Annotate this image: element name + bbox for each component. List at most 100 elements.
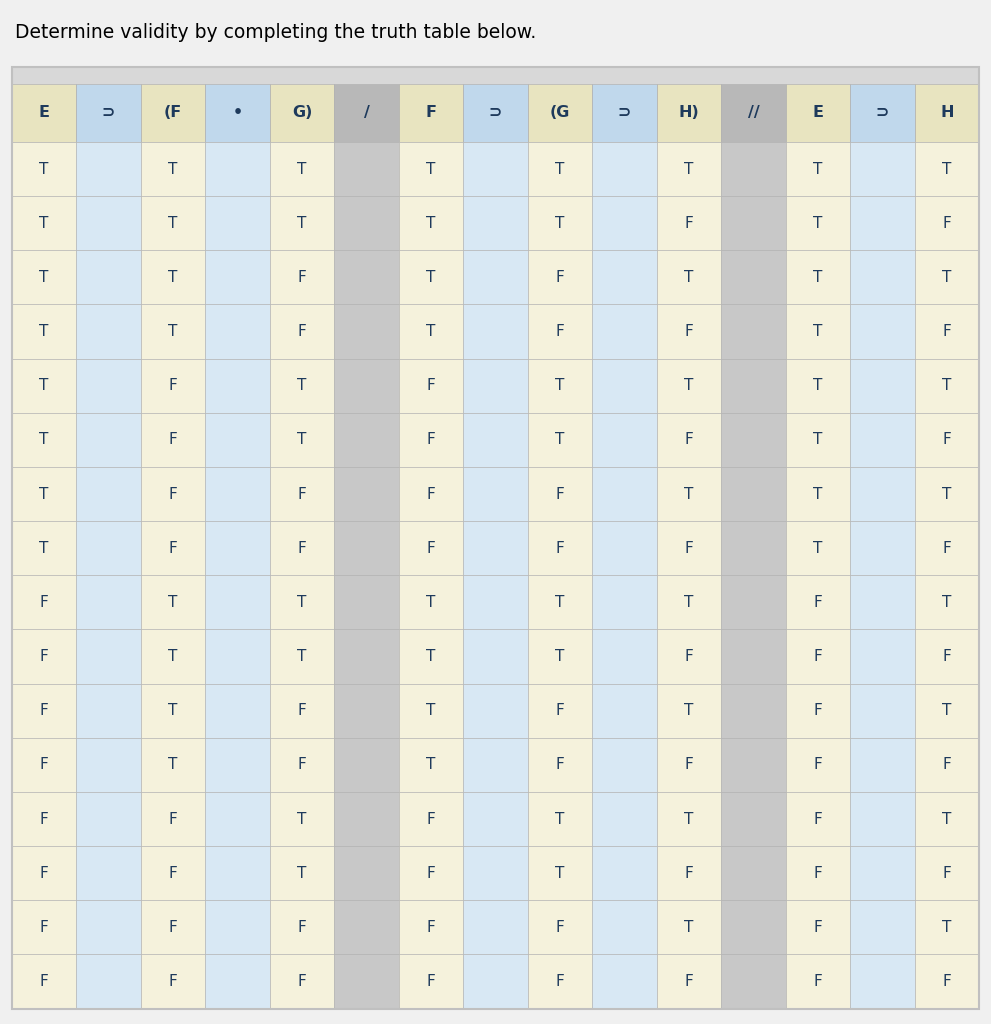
Text: F: F	[427, 486, 435, 502]
Text: F: F	[168, 432, 177, 447]
Text: T: T	[814, 324, 823, 339]
Text: T: T	[684, 703, 694, 718]
Text: F: F	[814, 703, 823, 718]
Text: T: T	[555, 432, 565, 447]
Text: F: F	[427, 541, 435, 556]
Text: T: T	[814, 541, 823, 556]
Text: T: T	[942, 595, 951, 610]
Text: F: F	[685, 865, 694, 881]
Text: T: T	[942, 162, 951, 176]
Text: T: T	[297, 595, 307, 610]
Text: T: T	[426, 649, 436, 664]
Text: F: F	[40, 920, 49, 935]
Text: F: F	[685, 432, 694, 447]
Text: ⊃: ⊃	[489, 105, 502, 120]
Text: T: T	[426, 703, 436, 718]
Text: T: T	[426, 324, 436, 339]
Text: T: T	[684, 378, 694, 393]
Text: F: F	[685, 974, 694, 989]
Text: T: T	[942, 270, 951, 285]
Text: F: F	[814, 649, 823, 664]
Text: T: T	[684, 812, 694, 826]
Text: T: T	[297, 432, 307, 447]
Text: F: F	[297, 974, 306, 989]
Text: T: T	[40, 378, 49, 393]
Text: T: T	[555, 812, 565, 826]
Text: T: T	[684, 920, 694, 935]
Text: F: F	[814, 812, 823, 826]
Text: T: T	[942, 703, 951, 718]
Text: F: F	[40, 974, 49, 989]
Text: F: F	[40, 758, 49, 772]
Text: F: F	[425, 105, 436, 120]
Text: T: T	[555, 216, 565, 230]
Text: T: T	[40, 541, 49, 556]
Text: F: F	[40, 812, 49, 826]
Text: T: T	[297, 865, 307, 881]
Text: F: F	[168, 812, 177, 826]
Text: T: T	[168, 758, 177, 772]
Text: F: F	[168, 865, 177, 881]
Text: ⊃: ⊃	[617, 105, 631, 120]
Text: T: T	[168, 595, 177, 610]
Text: T: T	[168, 270, 177, 285]
Text: F: F	[168, 920, 177, 935]
Text: F: F	[297, 758, 306, 772]
Text: T: T	[40, 216, 49, 230]
Text: F: F	[556, 541, 564, 556]
Text: F: F	[814, 974, 823, 989]
Text: F: F	[942, 649, 951, 664]
Text: •: •	[233, 105, 243, 120]
Text: F: F	[556, 486, 564, 502]
Text: T: T	[40, 486, 49, 502]
Text: F: F	[297, 270, 306, 285]
Text: F: F	[40, 865, 49, 881]
Text: (F: (F	[164, 105, 182, 120]
Text: F: F	[942, 974, 951, 989]
Text: T: T	[426, 216, 436, 230]
Text: T: T	[555, 162, 565, 176]
Text: F: F	[427, 378, 435, 393]
Text: T: T	[555, 595, 565, 610]
Text: F: F	[942, 432, 951, 447]
Text: F: F	[556, 324, 564, 339]
Text: T: T	[426, 758, 436, 772]
Text: F: F	[814, 920, 823, 935]
Text: F: F	[942, 216, 951, 230]
Text: F: F	[297, 541, 306, 556]
Text: F: F	[556, 920, 564, 935]
Text: ⊃: ⊃	[102, 105, 115, 120]
Text: T: T	[297, 649, 307, 664]
Text: T: T	[168, 324, 177, 339]
Text: F: F	[556, 270, 564, 285]
Text: T: T	[555, 865, 565, 881]
Text: T: T	[426, 162, 436, 176]
Text: T: T	[814, 432, 823, 447]
Text: T: T	[684, 162, 694, 176]
Text: T: T	[814, 486, 823, 502]
Text: T: T	[40, 432, 49, 447]
Text: E: E	[39, 105, 50, 120]
Text: F: F	[427, 974, 435, 989]
Text: T: T	[168, 162, 177, 176]
Text: T: T	[426, 595, 436, 610]
Text: F: F	[556, 974, 564, 989]
Text: T: T	[297, 162, 307, 176]
Text: T: T	[942, 920, 951, 935]
Text: F: F	[942, 865, 951, 881]
Text: (G: (G	[550, 105, 570, 120]
Text: T: T	[942, 812, 951, 826]
Text: T: T	[168, 649, 177, 664]
Text: F: F	[556, 703, 564, 718]
Text: T: T	[297, 216, 307, 230]
Text: H): H)	[679, 105, 700, 120]
Text: E: E	[813, 105, 824, 120]
Text: T: T	[942, 378, 951, 393]
Text: F: F	[814, 865, 823, 881]
Text: T: T	[40, 270, 49, 285]
Text: T: T	[168, 216, 177, 230]
Text: T: T	[684, 595, 694, 610]
Text: F: F	[814, 758, 823, 772]
Text: F: F	[427, 432, 435, 447]
Text: T: T	[814, 162, 823, 176]
